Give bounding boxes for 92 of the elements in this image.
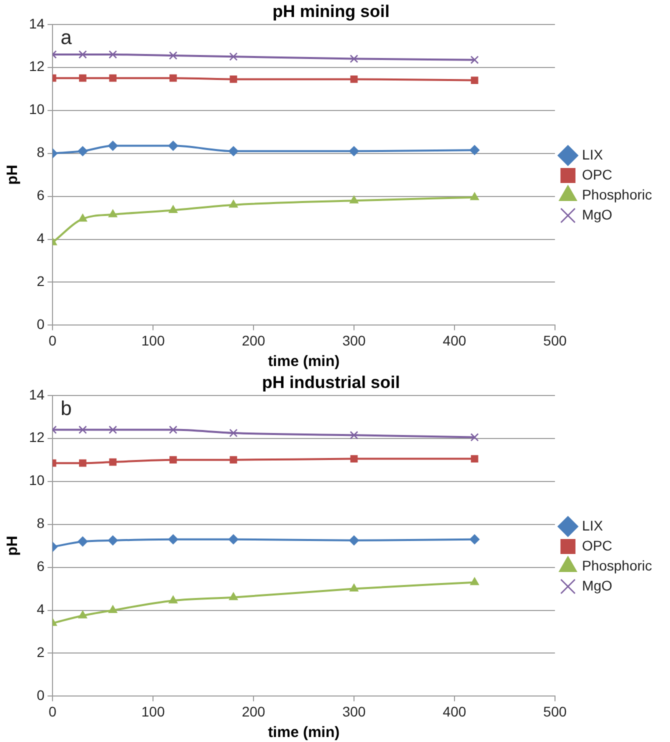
point	[230, 456, 238, 464]
point	[108, 535, 118, 546]
y-tick-label: 4	[36, 601, 45, 618]
legend-label: MgO	[582, 577, 612, 594]
point	[350, 430, 358, 440]
point	[108, 426, 118, 434]
y-tick-label: 14	[28, 386, 45, 402]
point	[470, 433, 479, 442]
y-tick-label: 10	[28, 101, 45, 118]
point	[350, 76, 358, 83]
point	[168, 205, 178, 213]
point	[109, 458, 117, 466]
legend-label: LIX	[582, 146, 604, 162]
x-tick-label: 400	[442, 332, 466, 348]
x-tick-label: 300	[342, 703, 366, 720]
legend-label: OPC	[582, 537, 612, 554]
y-tick-label: 10	[28, 472, 45, 488]
point	[350, 54, 358, 63]
x-tick-label: 500	[543, 703, 567, 720]
y-tick-label: 2	[36, 273, 45, 290]
chart-title: pH industrial soil	[262, 372, 400, 392]
point	[470, 455, 478, 462]
point	[78, 50, 87, 59]
point	[109, 74, 117, 82]
x-tick-label: 200	[242, 332, 266, 348]
point	[108, 50, 118, 59]
x-tick-label: 100	[141, 332, 165, 348]
point	[79, 459, 86, 467]
y-tick-label: 12	[28, 429, 45, 446]
chart-title: pH mining soil	[272, 2, 390, 21]
y-tick-label: 0	[36, 316, 45, 332]
point	[78, 426, 87, 434]
legend-label: MgO	[582, 206, 612, 222]
y-axis-title: pH	[4, 536, 22, 556]
point	[78, 146, 88, 156]
y-tick-label: 14	[28, 15, 45, 32]
point	[349, 535, 360, 546]
point	[78, 214, 88, 222]
point	[229, 200, 238, 208]
point	[228, 146, 238, 156]
y-tick-label: 6	[36, 187, 45, 204]
x-axis-title: time (min)	[268, 724, 340, 742]
y-tick-label: 0	[36, 687, 45, 704]
point	[228, 534, 238, 544]
x-tick-label: 500	[543, 332, 567, 348]
legend-label: Phosphoric	[582, 557, 652, 574]
point	[470, 192, 479, 200]
point	[229, 428, 238, 438]
point	[168, 426, 178, 434]
y-tick-label: 12	[28, 58, 45, 74]
point	[229, 52, 238, 61]
point	[168, 534, 178, 544]
point	[78, 610, 88, 618]
legend-label: Phosphoric	[582, 186, 652, 202]
x-tick-label: 0	[48, 703, 57, 720]
point	[169, 456, 177, 464]
y-tick-label: 6	[36, 558, 45, 574]
point	[108, 140, 118, 151]
point	[168, 596, 178, 604]
y-tick-label: 8	[36, 515, 45, 532]
point	[350, 196, 358, 204]
annotation: a	[60, 26, 73, 49]
point	[108, 210, 118, 218]
x-tick-label: 200	[242, 703, 266, 720]
legend-label: LIX	[582, 517, 604, 534]
point	[470, 577, 479, 586]
point	[108, 605, 118, 614]
x-tick-label: 300	[342, 332, 366, 348]
x-tick-label: 100	[141, 703, 165, 720]
x-axis-title: time (min)	[268, 353, 340, 370]
point	[470, 76, 478, 84]
point	[169, 74, 177, 82]
point	[350, 584, 358, 592]
x-tick-label: 400	[442, 703, 466, 720]
point	[470, 145, 480, 156]
point	[350, 455, 358, 462]
y-tick-label: 8	[36, 144, 45, 160]
point	[78, 536, 88, 547]
point	[168, 51, 178, 60]
y-tick-label: 4	[36, 230, 45, 246]
annotation: b	[60, 398, 72, 420]
point	[470, 56, 479, 64]
point	[230, 76, 238, 83]
y-tick-label: 2	[36, 644, 45, 660]
point	[229, 592, 238, 600]
point	[79, 74, 86, 82]
point	[349, 146, 360, 156]
x-tick-label: 0	[48, 332, 57, 348]
y-axis-title: pH	[4, 164, 22, 185]
point	[168, 140, 178, 151]
legend-label: OPC	[582, 166, 612, 182]
point	[470, 534, 480, 544]
